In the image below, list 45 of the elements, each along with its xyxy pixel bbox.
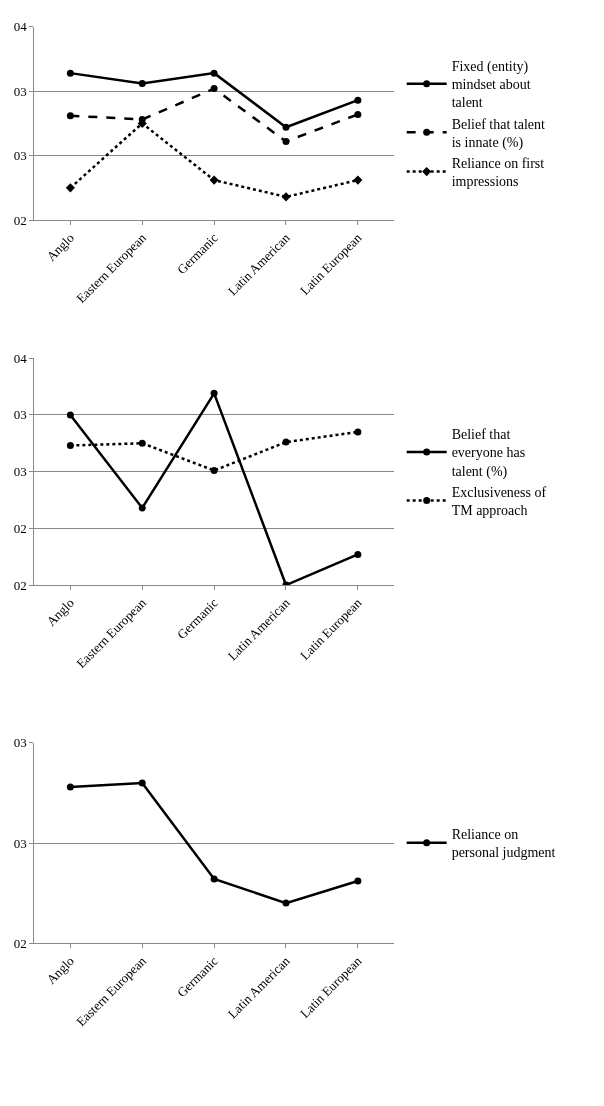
point [138,79,146,87]
point [66,783,74,791]
point [210,85,218,93]
y-tick-label: 03 [13,407,27,423]
point [210,389,218,397]
y-tick-label: 02 [13,577,27,593]
point [209,175,219,185]
point [354,428,362,436]
point [282,438,290,446]
point [138,779,146,787]
point [354,877,362,885]
y-tick-label: 03 [13,83,27,99]
point [210,875,218,883]
y-tick-label: 04 [13,350,28,366]
legend-label: Reliance on first impressions [451,155,545,190]
point [138,439,146,447]
point [138,504,146,512]
y-tick-label: 04 [13,19,28,35]
y-tick-label: 02 [13,520,27,536]
legend-label: Exclusiveness of TM approach [451,484,547,518]
point [210,466,218,474]
legend-label: Reliance on personal judgment [451,827,556,861]
y-tick-label: 02 [13,212,27,228]
y-tick-label: 03 [13,835,27,851]
y-tick-label: 03 [13,148,27,164]
y-tick-label: 03 [13,735,27,751]
point [281,192,291,202]
point [66,442,74,450]
point [282,123,290,131]
point [66,112,74,120]
point [65,183,75,193]
point [282,137,290,145]
legend-label: Belief that talent is innate (%) [451,116,546,151]
y-tick-label: 03 [13,464,27,480]
point [210,69,218,77]
point [66,69,74,77]
y-tick-label: 02 [13,935,27,951]
point [354,110,362,118]
point [282,899,290,907]
legend-label: Belief that everyone has talent (%) [451,427,526,480]
point [353,175,363,185]
point [66,411,74,419]
legend-label: Fixed (entity) mindset about talent [451,58,531,111]
point [354,96,362,104]
point [354,550,362,558]
